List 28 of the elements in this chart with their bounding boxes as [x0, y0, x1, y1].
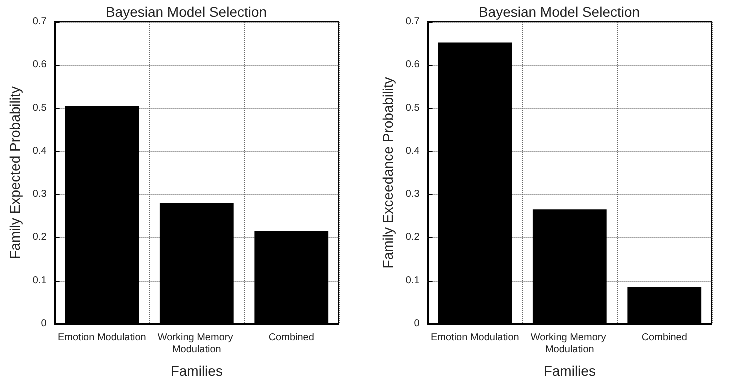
x-tick-label: Working Memory Modulation — [530, 332, 609, 356]
x-tick-label: Working Memory Modulation — [158, 332, 236, 356]
y-tick-label: 0.7 — [406, 16, 420, 28]
y-tick-label: 0.2 — [32, 232, 48, 244]
y-tick-label: 0.6 — [32, 60, 48, 71]
x-tick-label: Combined — [642, 332, 688, 344]
chart-title: Bayesian Model Selection — [478, 4, 640, 20]
y-tick-label: 0.7 — [32, 16, 48, 28]
y-tick-label: 0.1 — [406, 275, 420, 286]
x-axis-title: Families — [170, 363, 223, 379]
y-tick-label: 0.3 — [32, 189, 48, 200]
y-tick-label: 0.6 — [406, 60, 420, 71]
x-axis-title: Families — [544, 363, 596, 379]
y-tick-label: 0.2 — [406, 232, 420, 244]
y-tick-label: 0 — [41, 318, 48, 330]
y-tick-label: 0.5 — [406, 102, 420, 114]
y-axis-title: Family Expected Probability — [7, 86, 23, 260]
y-tick-label: 0.5 — [32, 102, 48, 114]
chart-title: Bayesian Model Selection — [106, 4, 268, 20]
y-tick-label: 0.4 — [406, 146, 420, 157]
y-tick-label: 0.1 — [32, 275, 48, 286]
y-tick-label: 0.3 — [406, 189, 420, 200]
x-tick-label: Emotion Modulation — [58, 332, 146, 344]
x-tick-label: Combined — [268, 332, 314, 344]
y-tick-label: 0.4 — [32, 146, 48, 157]
y-axis-title: Family Exceedance Probability — [380, 77, 396, 269]
y-tick-label: 0 — [414, 318, 420, 330]
x-tick-label: Emotion Modulation — [430, 332, 520, 344]
